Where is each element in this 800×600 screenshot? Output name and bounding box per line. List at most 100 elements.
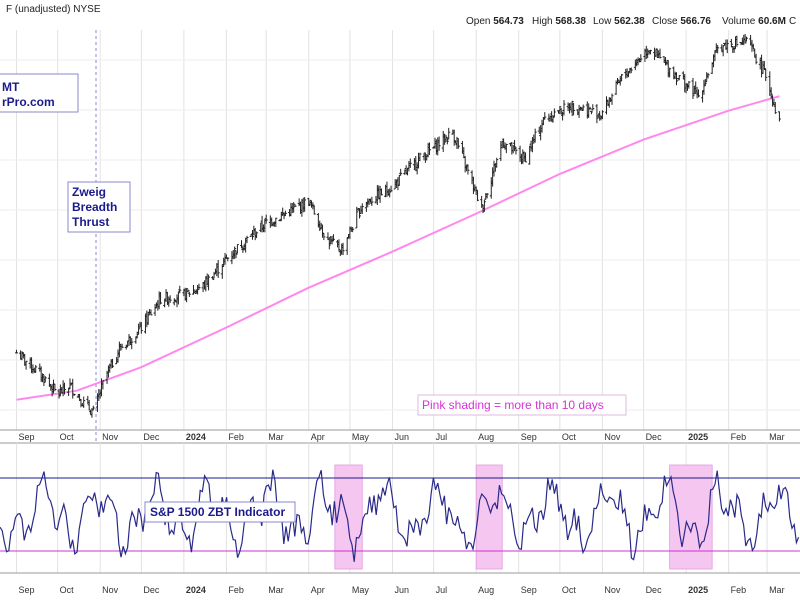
ohlc-bar [62,382,66,395]
ohlc-bar [581,104,585,111]
ohlc-bar [82,396,86,408]
ohlc-bar [322,233,326,241]
ohlc-bar [485,193,489,199]
header: F (unadjusted) NYSE Open 564.73 High 568… [6,4,796,27]
ohlc-bar [716,44,720,54]
indicator-x-tick-label: Jun [394,585,409,595]
ohlc-bar [345,237,349,255]
price-x-ticks: Sep Oct Nov Dec 2024 Feb Mar Apr May Jun Jul Aug Sep… [18,432,784,442]
ohlc-bar [130,338,134,350]
price-x-tick-label: 2024 [186,432,206,442]
indicator-x-ticks: Sep Oct Nov Dec 2024 Feb Mar Apr May Jun Jul Aug Sep… [18,585,784,595]
indicator-x-tick-label: Apr [311,585,325,595]
logo-line2: rPro.com [2,95,55,109]
ohlc-close: Close 566.76 [652,16,711,27]
ohlc-low: Low 562.38 [593,16,645,27]
ohlc-bar [274,217,278,228]
indicator-x-tick-label: Oct [562,585,577,595]
ohlc-bar [207,274,211,291]
indicator-label-box: S&P 1500 ZBT Indicator [144,501,296,523]
ohlc-bar [187,291,191,297]
ohlc-bar [482,199,486,212]
ohlc-bar [137,323,141,335]
ohlc-bar [456,138,460,149]
ohlc-bar [226,257,230,262]
ohlc-bar [283,210,287,217]
logo-line1: MT [2,80,20,94]
indicator-x-tick-label: Feb [228,585,244,595]
ohlc-bar [14,349,18,354]
ohlc-bar [696,89,700,98]
ohlc-bar [428,142,432,155]
ohlc-bar [120,343,124,348]
ohlc-bar [572,102,576,116]
ohlc-bar [658,48,662,59]
ohlc-bar [293,203,297,207]
ohlc-bar [721,45,725,57]
price-x-tick-label: Jun [394,432,409,442]
ohlc-bar [777,111,781,122]
price-x-tick-label: Jul [436,432,448,442]
ohlc-bar [87,400,91,411]
price-grid [0,30,800,430]
indicator-x-tick-label: May [352,585,370,595]
ohlc-bar [146,311,150,325]
indicator-x-tick-label: Jul [436,585,448,595]
price-x-tick-label: Apr [311,432,325,442]
ohlc-bar [524,152,528,163]
ohlc-bar [235,243,239,254]
ohlc-bar [743,34,747,44]
ohlc-bar [558,105,562,114]
ohlc-bar [370,196,374,206]
ohlc-high: High 568.38 [532,16,586,27]
ohlc-bar [648,49,652,55]
indicator-x-tick-label: Aug [478,585,494,595]
price-panel [0,30,800,430]
ohlc-bar [754,53,758,65]
ohlc-bar [476,189,480,202]
ohlc-bar [191,284,195,295]
price-x-tick-label: Aug [478,432,494,442]
ohlc-bar [360,203,364,214]
shaded-period [334,464,363,570]
ohlc-open: Open 564.73 [466,16,524,27]
ohlc-bar [399,168,403,176]
ohlc-bar [389,185,393,192]
ohlc-tail: C [789,16,796,27]
ohlc-bar [388,188,392,198]
ohlc-bar [139,322,143,334]
ohlc-bar [764,68,768,82]
ohlc-bar [418,152,422,162]
ohlc-bar [355,206,359,229]
indicator-x-tick-label: 2025 [688,585,708,595]
price-x-tick-label: Feb [228,432,244,442]
ohlc-bar [379,188,383,196]
pink-note-text: Pink shading = more than 10 days [422,398,604,412]
ohlc-bar [447,127,451,140]
ohlc-bar [762,60,766,71]
ohlc-bar [341,242,345,256]
shaded-period [669,464,713,570]
price-x-tick-label: May [352,432,370,442]
ohlc-bar [735,35,739,47]
ohlc-bar [159,292,163,305]
price-x-tick-label: Mar [769,432,785,442]
ohlc-bar [91,405,95,411]
pink-note: Pink shading = more than 10 days [417,394,627,416]
ohlc-bar [589,110,593,115]
price-x-tick-label: Oct [60,432,75,442]
ohlc-bar [24,360,28,370]
moving-average-line [16,95,780,401]
ohlc-bar [744,36,748,42]
indicator-x-tick-label: Mar [769,585,785,595]
zweig-line3: Thrust [72,215,109,229]
ohlc-bar [72,393,76,397]
indicator-shade [334,464,713,570]
indicator-label: S&P 1500 ZBT Indicator [150,505,285,519]
ohlc-bar [629,67,633,74]
indicator-x-tick-label: Mar [268,585,284,595]
ohlc-bar [514,146,518,155]
price-bars [14,34,781,418]
zweig-annotation: Zweig Breadth Thrust [67,181,131,233]
